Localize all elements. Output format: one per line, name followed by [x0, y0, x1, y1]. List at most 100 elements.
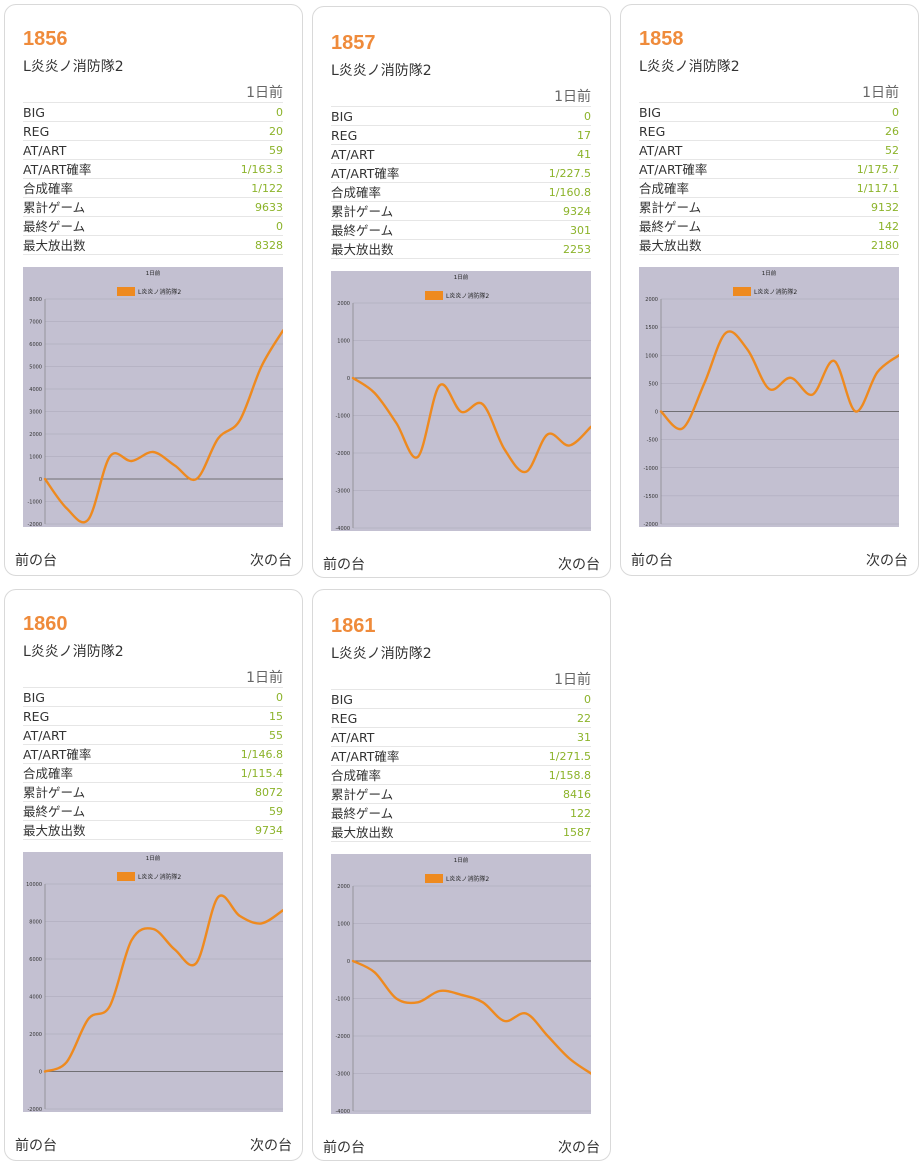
y-tick-label: 0: [39, 477, 42, 483]
stat-label: 最終ゲーム: [331, 220, 492, 240]
y-tick-label: 0: [39, 1070, 42, 1076]
stat-label: AT/ART: [331, 727, 492, 747]
y-tick-label: 4000: [29, 995, 42, 1001]
legend-swatch: [425, 874, 443, 883]
stat-value: 1/158.8: [491, 765, 591, 785]
next-machine-link[interactable]: 次の台: [558, 1140, 600, 1156]
stat-label: 合成確率: [23, 763, 184, 783]
y-tick-label: 1500: [645, 325, 658, 331]
machine-number[interactable]: 1861: [331, 615, 376, 637]
stat-row: AT/ART確率 1/271.5: [331, 746, 591, 766]
stat-label: 最終ゲーム: [23, 216, 184, 236]
stat-label: AT/ART確率: [23, 159, 184, 179]
stat-label: 最大放出数: [331, 239, 492, 259]
stat-value: 20: [183, 121, 283, 141]
chart-title: 1日前: [146, 854, 161, 862]
stat-row: AT/ART 52: [639, 140, 899, 160]
prev-machine-link[interactable]: 前の台: [323, 557, 365, 573]
stat-row: 最大放出数 9734: [23, 820, 283, 840]
y-tick-label: -1000: [335, 997, 350, 1003]
stats-table: 1日前 BIG 0 REG 17 AT/ART 41 AT/ART確率 1/227.5 合成確率…: [331, 86, 591, 259]
machine-card: 1857 L炎炎ノ消防隊2 1日前 BIG 0 REG 17 AT/ART 41 AT/AR…: [312, 6, 611, 578]
stat-row: 最大放出数 8328: [23, 235, 283, 255]
machine-name: L炎炎ノ消防隊2: [331, 646, 432, 662]
stat-row: 累計ゲーム 8416: [331, 784, 591, 804]
stat-value: 0: [491, 689, 591, 709]
stat-row: AT/ART 55: [23, 725, 283, 745]
stats-header-row: 1日前: [331, 669, 591, 690]
stat-value: 9132: [799, 197, 899, 217]
stat-value: 55: [183, 725, 283, 745]
y-tick-label: -500: [647, 438, 658, 444]
machine-name: L炎炎ノ消防隊2: [23, 644, 124, 660]
stat-label: REG: [23, 121, 184, 141]
y-tick-label: -2000: [335, 451, 350, 457]
y-tick-label: -2000: [27, 1107, 42, 1112]
stat-row: 最大放出数 1587: [331, 822, 591, 842]
machine-name: L炎炎ノ消防隊2: [23, 59, 124, 75]
stat-row: REG 22: [331, 708, 591, 728]
stat-value: 0: [183, 216, 283, 236]
machine-number[interactable]: 1858: [639, 28, 684, 50]
stat-row: 合成確率 1/158.8: [331, 765, 591, 785]
stat-row: AT/ART 59: [23, 140, 283, 160]
prev-machine-link[interactable]: 前の台: [631, 553, 673, 569]
next-machine-link[interactable]: 次の台: [250, 1138, 292, 1154]
series-line: [351, 376, 591, 474]
machine-number[interactable]: 1857: [331, 32, 376, 54]
stat-label: BIG: [23, 102, 184, 122]
chart-svg: 1日前 L炎炎ノ消防隊2 -2000 -1500 -1000 -500 0 500 1000 15…: [643, 269, 899, 527]
slump-chart: 1日前 L炎炎ノ消防隊2 -4000 -3000 -2000 -1000 0 1000 2000: [331, 271, 591, 531]
stat-value: 301: [491, 220, 591, 240]
stat-value: 1/160.8: [491, 182, 591, 202]
next-machine-link[interactable]: 次の台: [558, 557, 600, 573]
y-tick-label: 2000: [337, 884, 350, 890]
prev-machine-link[interactable]: 前の台: [15, 1138, 57, 1154]
stat-label: 合成確率: [639, 178, 800, 198]
y-tick-label: 8000: [29, 297, 42, 303]
y-tick-label: -4000: [335, 1109, 350, 1114]
stat-row: BIG 0: [331, 689, 591, 709]
chart-title: 1日前: [146, 269, 161, 277]
chart-svg: 1日前 L炎炎ノ消防隊2 -2000 -1000 0 1000 2000 3000 4000 50…: [27, 269, 283, 527]
series-line: [351, 959, 591, 1075]
stat-value: 0: [183, 687, 283, 707]
stat-row: 最大放出数 2180: [639, 235, 899, 255]
y-tick-label: 0: [347, 959, 350, 965]
chart-title: 1日前: [454, 856, 469, 864]
stat-row: REG 26: [639, 121, 899, 141]
stat-label: 合成確率: [331, 182, 492, 202]
stat-row: 最大放出数 2253: [331, 239, 591, 259]
stat-value: 9324: [491, 201, 591, 221]
stat-value: 0: [491, 106, 591, 126]
stat-label: 最終ゲーム: [331, 803, 492, 823]
prev-machine-link[interactable]: 前の台: [323, 1140, 365, 1156]
machine-name: L炎炎ノ消防隊2: [639, 59, 740, 75]
stat-row: 合成確率 1/117.1: [639, 178, 899, 198]
y-tick-label: -4000: [335, 526, 350, 531]
stat-value: 1/117.1: [799, 178, 899, 198]
stat-label: AT/ART: [331, 144, 492, 164]
stat-value: 59: [183, 801, 283, 821]
legend-swatch: [733, 287, 751, 296]
prev-machine-link[interactable]: 前の台: [15, 553, 57, 569]
stat-row: 最終ゲーム 301: [331, 220, 591, 240]
machine-number[interactable]: 1856: [23, 28, 68, 50]
stat-label: AT/ART確率: [639, 159, 800, 179]
next-machine-link[interactable]: 次の台: [866, 553, 908, 569]
stat-value: 1/271.5: [491, 746, 591, 766]
stat-value: 8328: [183, 235, 283, 255]
legend-swatch: [425, 291, 443, 300]
stat-row: REG 15: [23, 706, 283, 726]
stat-value: 1587: [491, 822, 591, 842]
stat-label: 最大放出数: [639, 235, 800, 255]
stats-table: 1日前 BIG 0 REG 20 AT/ART 59 AT/ART確率 1/163.3 合成確率…: [23, 82, 283, 255]
stat-value: 1/163.3: [183, 159, 283, 179]
next-machine-link[interactable]: 次の台: [250, 553, 292, 569]
stats-table: 1日前 BIG 0 REG 22 AT/ART 31 AT/ART確率 1/271.5 合成確率…: [331, 669, 591, 842]
machine-number[interactable]: 1860: [23, 613, 68, 635]
stat-label: AT/ART確率: [331, 163, 492, 183]
stat-row: 累計ゲーム 8072: [23, 782, 283, 802]
legend-swatch: [117, 287, 135, 296]
stat-value: 9734: [183, 820, 283, 840]
